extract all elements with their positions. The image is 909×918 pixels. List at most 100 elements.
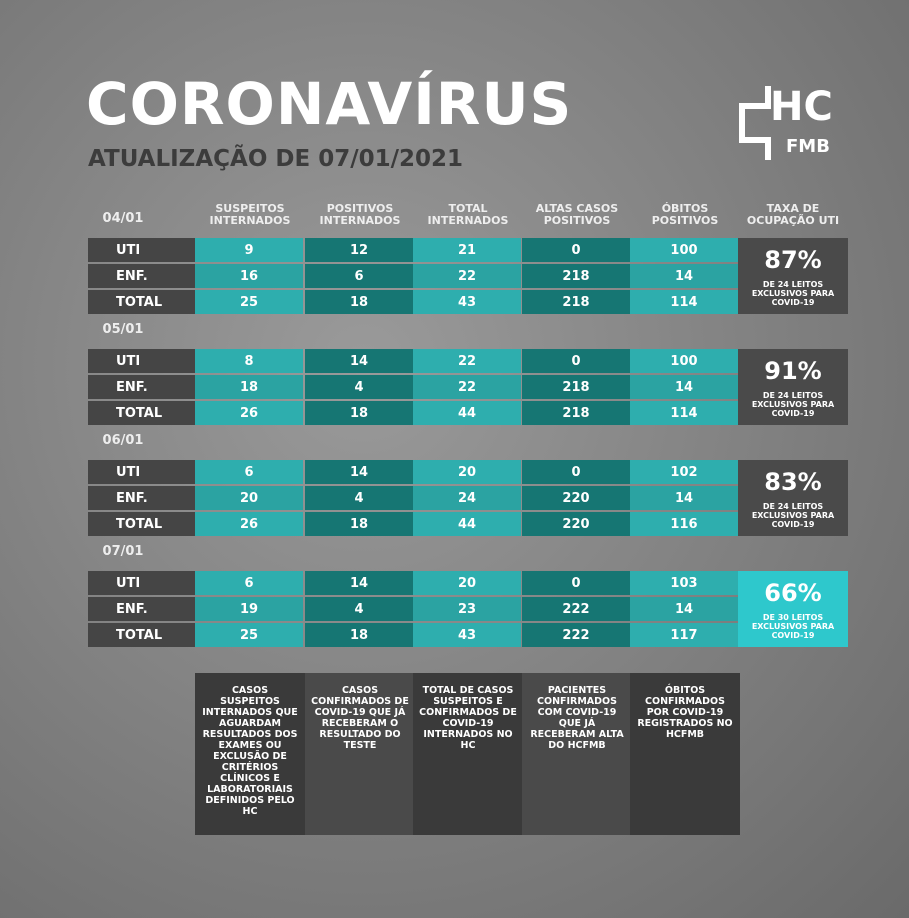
cell: 26	[195, 512, 303, 536]
column-header: TOTAL INTERNADOS	[413, 198, 523, 232]
cell: 116	[630, 512, 738, 536]
cell: 14	[630, 375, 738, 399]
cell: 14	[630, 597, 738, 621]
cell: 18	[195, 375, 303, 399]
cell: 102	[630, 460, 738, 484]
cell: 218	[522, 401, 630, 425]
cell: 43	[413, 623, 521, 647]
cell: 14	[630, 486, 738, 510]
cell: 218	[522, 375, 630, 399]
cell: 18	[305, 623, 413, 647]
logo-sub: FMB	[786, 136, 830, 157]
cell: 14	[630, 264, 738, 288]
cell: 220	[522, 486, 630, 510]
rate: 83%	[738, 466, 848, 498]
subtitle: ATUALIZAÇÃO DE 07/01/2021	[88, 146, 463, 172]
cell: 43	[413, 290, 521, 314]
cell: 0	[522, 238, 630, 262]
row-label: TOTAL	[88, 290, 195, 314]
cell: 22	[413, 375, 521, 399]
cell: 44	[413, 401, 521, 425]
cell: 14	[305, 349, 413, 373]
row-label: ENF.	[88, 597, 195, 621]
cell: 25	[195, 623, 303, 647]
cell: 114	[630, 290, 738, 314]
cell: 19	[195, 597, 303, 621]
cell: 20	[413, 460, 521, 484]
cell: 100	[630, 349, 738, 373]
rate: 91%	[738, 355, 848, 387]
cell: 8	[195, 349, 303, 373]
cell: 14	[305, 571, 413, 595]
cell: 20	[413, 571, 521, 595]
date: 05/01	[88, 315, 158, 343]
cell: 18	[305, 290, 413, 314]
cell: 0	[522, 571, 630, 595]
rate: 66%	[738, 577, 848, 609]
cell: 18	[305, 512, 413, 536]
cell: 24	[413, 486, 521, 510]
infographic: CORONAVÍRUS ATUALIZAÇÃO DE 07/01/2021 HC…	[0, 0, 909, 918]
cell: 218	[522, 264, 630, 288]
cell: 20	[195, 486, 303, 510]
rate-note: DE 24 LEITOS EXCLUSIVOS PARA COVID-19	[748, 498, 838, 532]
cell: 4	[305, 375, 413, 399]
row-label: UTI	[88, 571, 195, 595]
note: PACIENTES CONFIRMADOS COM COVID-19 QUE J…	[522, 673, 632, 835]
cell: 6	[195, 571, 303, 595]
rate-note: DE 24 LEITOS EXCLUSIVOS PARA COVID-19	[748, 276, 838, 310]
cell: 21	[413, 238, 521, 262]
date: 04/01	[88, 204, 158, 232]
logo-main: HC	[770, 84, 833, 130]
cell: 4	[305, 597, 413, 621]
cell: 0	[522, 460, 630, 484]
note: CASOS CONFIRMADOS DE COVID-19 QUE JÁ REC…	[305, 673, 415, 835]
row-label: ENF.	[88, 486, 195, 510]
cell: 44	[413, 512, 521, 536]
row-label: TOTAL	[88, 401, 195, 425]
cell: 18	[305, 401, 413, 425]
cell: 16	[195, 264, 303, 288]
cell: 222	[522, 597, 630, 621]
cell: 6	[195, 460, 303, 484]
row-label: TOTAL	[88, 512, 195, 536]
cell: 22	[413, 349, 521, 373]
cell: 100	[630, 238, 738, 262]
column-header: ÓBITOS POSITIVOS	[630, 198, 740, 232]
cell: 25	[195, 290, 303, 314]
cell: 218	[522, 290, 630, 314]
cell: 9	[195, 238, 303, 262]
cell: 114	[630, 401, 738, 425]
cell: 222	[522, 623, 630, 647]
row-label: ENF.	[88, 375, 195, 399]
cell: 22	[413, 264, 521, 288]
cell: 220	[522, 512, 630, 536]
date: 07/01	[88, 537, 158, 565]
rate-note: DE 30 LEITOS EXCLUSIVOS PARA COVID-19	[748, 609, 838, 643]
cell: 12	[305, 238, 413, 262]
row-label: UTI	[88, 349, 195, 373]
cell: 4	[305, 486, 413, 510]
date: 06/01	[88, 426, 158, 454]
column-header: TAXA DE OCUPAÇÃO UTI	[738, 198, 848, 232]
cell: 103	[630, 571, 738, 595]
row-label: TOTAL	[88, 623, 195, 647]
cell: 23	[413, 597, 521, 621]
rate-note: DE 24 LEITOS EXCLUSIVOS PARA COVID-19	[748, 387, 838, 421]
column-header: ALTAS CASOS POSITIVOS	[522, 198, 632, 232]
row-label: ENF.	[88, 264, 195, 288]
row-label: UTI	[88, 238, 195, 262]
note: TOTAL DE CASOS SUSPEITOS E CONFIRMADOS D…	[413, 673, 523, 835]
cell: 14	[305, 460, 413, 484]
cell: 117	[630, 623, 738, 647]
rate: 87%	[738, 244, 848, 276]
column-header: POSITIVOS INTERNADOS	[305, 198, 415, 232]
column-header: SUSPEITOS INTERNADOS	[195, 198, 305, 232]
note: CASOS SUSPEITOS INTERNADOS QUE AGUARDAM …	[195, 673, 305, 835]
row-label: UTI	[88, 460, 195, 484]
note: ÓBITOS CONFIRMADOS POR COVID-19 REGISTRA…	[630, 673, 740, 835]
cell: 6	[305, 264, 413, 288]
cell: 26	[195, 401, 303, 425]
logo: HC FMB	[738, 84, 848, 164]
cell: 0	[522, 349, 630, 373]
